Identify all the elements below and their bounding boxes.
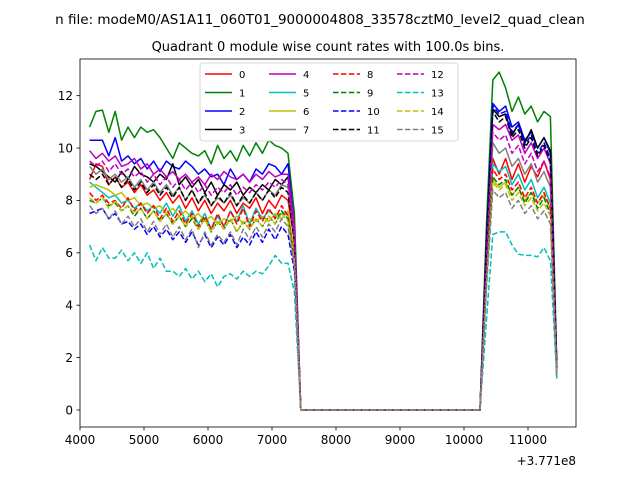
y-tick-label: 12	[58, 89, 73, 103]
x-tick-label: 9000	[385, 433, 416, 447]
y-tick-label: 0	[65, 403, 73, 417]
series-line-14	[89, 181, 558, 411]
legend-label-9: 9	[367, 89, 373, 100]
legend-label-11: 11	[367, 126, 380, 137]
figure-suptitle: n file: modeM0/AS1A11_060T01_9000004808_…	[55, 12, 585, 28]
y-tick-label: 2	[65, 351, 73, 365]
x-tick-label: 4000	[65, 433, 96, 447]
legend-label-14: 14	[431, 107, 444, 118]
legend-label-4: 4	[303, 70, 309, 81]
legend-label-1: 1	[239, 89, 245, 100]
chart-title: Quadrant 0 module wise count rates with …	[152, 40, 505, 55]
x-tick-label: 6000	[193, 433, 224, 447]
legend-label-8: 8	[367, 70, 373, 81]
legend-label-5: 5	[303, 89, 309, 100]
legend-label-12: 12	[431, 70, 444, 81]
legend-label-0: 0	[239, 70, 245, 81]
legend-label-6: 6	[303, 107, 309, 118]
x-tick-label: 10000	[445, 433, 483, 447]
y-tick-label: 10	[58, 141, 73, 155]
x-tick-label: 11000	[509, 433, 547, 447]
plot-area-frame	[79, 58, 577, 428]
x-tick-label: 8000	[321, 433, 352, 447]
y-tick-label: 8	[65, 194, 73, 208]
series-layer	[88, 71, 558, 411]
x-tick-label: 7000	[257, 433, 288, 447]
legend-label-3: 3	[239, 126, 245, 137]
series-line-15	[89, 189, 558, 411]
axis-ticks: 4000 5000 6000 7000 8000 9000 10000 11000 0 2 4 6 8 1…	[58, 89, 547, 447]
legend-label-15: 15	[431, 126, 444, 137]
x-axis-offset-label: +3.771e8	[517, 454, 576, 468]
x-tick-label: 5000	[129, 433, 160, 447]
legend-label-2: 2	[239, 107, 245, 118]
legend-label-7: 7	[303, 126, 309, 137]
legend-label-10: 10	[367, 107, 380, 118]
legend-label-13: 13	[431, 89, 444, 100]
y-tick-label: 4	[65, 299, 73, 313]
legend-box	[199, 62, 459, 142]
y-tick-label: 6	[65, 246, 73, 260]
